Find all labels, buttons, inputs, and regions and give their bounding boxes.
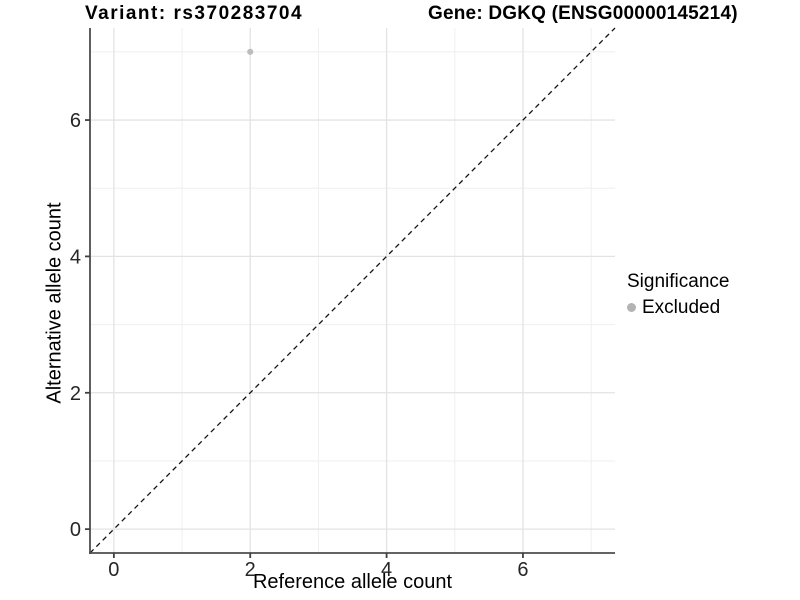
y-tick-label: 0 xyxy=(70,519,81,541)
x-tick-label: 6 xyxy=(517,559,528,581)
x-tick-label: 0 xyxy=(108,559,119,581)
legend: Significance Excluded xyxy=(627,270,729,319)
excluded-point-icon xyxy=(627,303,636,312)
legend-item-label: Excluded xyxy=(642,297,721,318)
x-tick-label: 4 xyxy=(381,559,392,581)
legend-item-excluded: Excluded xyxy=(627,296,729,319)
data-point-excluded xyxy=(247,48,254,55)
y-tick-label: 4 xyxy=(70,246,81,268)
x-tick-label: 2 xyxy=(245,559,256,581)
plot-title-variant: Variant: rs370283704 xyxy=(85,3,304,24)
x-axis-title: Reference allele count xyxy=(252,571,452,593)
identity-line xyxy=(89,27,616,554)
y-tick-label: 6 xyxy=(70,110,81,132)
legend-title: Significance xyxy=(627,271,730,292)
plot-title-gene: Gene: DGKQ (ENSG00000145214) xyxy=(428,3,738,24)
y-axis-title: Alternative allele count xyxy=(43,202,66,404)
y-tick-label: 2 xyxy=(70,383,81,405)
